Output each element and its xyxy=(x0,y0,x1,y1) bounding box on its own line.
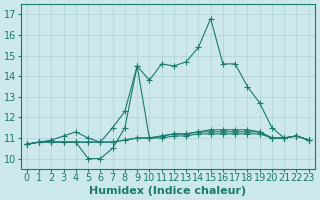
X-axis label: Humidex (Indice chaleur): Humidex (Indice chaleur) xyxy=(89,186,246,196)
